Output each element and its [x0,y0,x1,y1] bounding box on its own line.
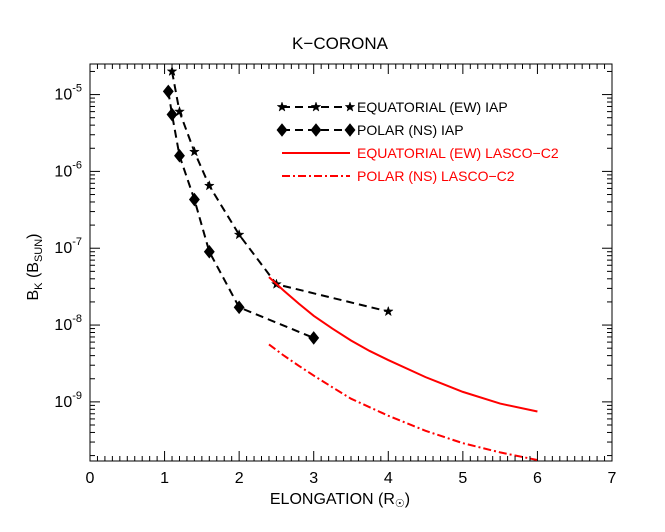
star-marker [166,65,178,77]
x-tick-label: 2 [235,470,244,487]
legend-star-marker [344,101,356,112]
legend-label: EQUATORIAL (EW) LASCO−C2 [357,145,559,161]
x-tick-label: 4 [384,470,393,487]
x-tick-label: 5 [458,470,467,487]
series-line [268,343,538,461]
legend-label: POLAR (NS) IAP [357,122,464,138]
y-axis-title-sub-k: K [33,282,45,290]
y-axis-title-main: B [25,290,42,301]
x-tick-label: 0 [86,470,95,487]
series-2 [162,84,320,345]
y-axis-title: BK (BSUN) [25,233,45,300]
y-tick-label: 10-8 [54,313,82,334]
y-axis-title-close: ) [25,233,42,238]
diamond-marker [166,107,178,122]
x-tick-label: 6 [533,470,542,487]
diamond-marker [174,148,185,163]
legend-diamond-marker [310,123,322,137]
x-tick-label: 7 [608,470,617,487]
star-marker [188,146,200,157]
y-tick-label: 10-6 [54,159,82,180]
x-tick-label: 3 [309,470,318,487]
x-axis-title-close: ) [405,491,410,508]
x-axis-title: ELONGATION (R☉) [270,491,410,510]
y-axis-title-sub-sun: SUN [33,239,45,262]
legend-label: POLAR (NS) LASCO−C2 [357,168,515,184]
diamond-marker [308,331,320,345]
diamond-marker [233,300,245,315]
legend-star-marker [276,101,288,112]
diamond-marker [188,192,200,207]
series-line [167,91,315,339]
series-4 [268,343,538,461]
series-3 [268,276,538,413]
y-tick-label: 10-7 [54,236,82,257]
star-marker [233,228,245,240]
axis-ticks: 0 1 2 3 4 5 6 7 10-5 10-6 10-7 10-8 10-9 [54,64,617,487]
x-tick-label: 1 [160,470,169,487]
diamond-marker [162,84,174,99]
y-tick-label: 10-5 [54,83,82,104]
plot-area [89,63,613,462]
star-marker [174,105,185,117]
legend-diamond-marker [276,123,288,137]
y-tick-label: 10-9 [54,390,82,411]
legend-label: EQUATORIAL (EW) IAP [357,99,508,115]
x-axis-title-main: ELONGATION (R [270,491,395,508]
star-marker [203,180,215,191]
legend-diamond-marker [344,123,356,137]
diamond-marker [203,244,215,259]
series-line [268,276,538,413]
legend: EQUATORIAL (EW) IAP POLAR (NS) IAP EQUATOR… [276,99,559,184]
legend-star-marker [310,101,322,112]
plot-frame [89,63,613,462]
x-axis-title-sub: ☉ [395,498,405,510]
star-marker [382,305,394,317]
chart-title: K−CORONA [292,34,389,53]
data-series [162,65,538,461]
y-axis-title-paren: (B [25,262,42,282]
